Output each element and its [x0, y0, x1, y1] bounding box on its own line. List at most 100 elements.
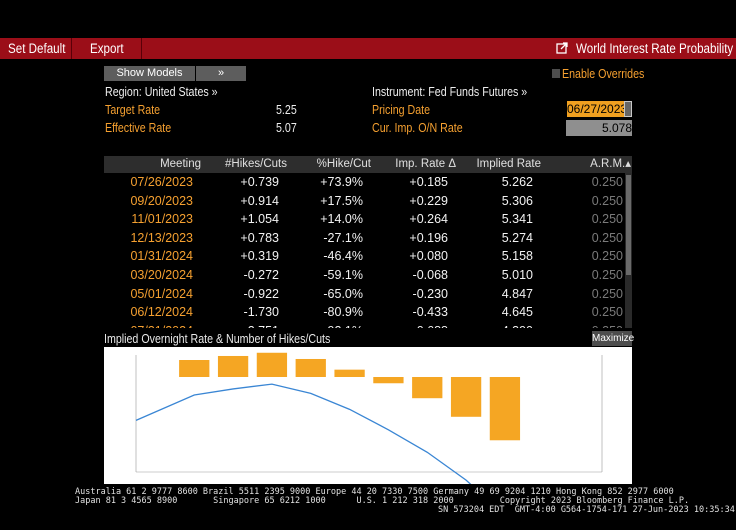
- target-rate-value: 5.25: [276, 102, 297, 117]
- table-cell: -2.751: [244, 322, 279, 328]
- hikes-bar: [217, 355, 249, 377]
- table-row[interactable]: 11/01/2023 +1.054 +14.0% +0.264 5.341 0.250: [104, 210, 624, 229]
- hikes-bar: [334, 369, 365, 377]
- export-button[interactable]: Export: [90, 41, 124, 56]
- table-cell: +0.264: [409, 212, 448, 227]
- table-row[interactable]: 07/26/2023 +0.739 +73.9% +0.185 5.262 0.250: [104, 173, 624, 192]
- hikes-bar: [256, 352, 288, 377]
- table-cell: 0.250: [591, 212, 623, 227]
- table-scrollbar[interactable]: [625, 173, 632, 328]
- table-cell: 07/31/2024: [130, 322, 193, 328]
- table-cell: -0.688: [413, 322, 448, 328]
- table-header: Meeting #Hikes/Cuts %Hike/Cut Imp. Rate Δ Im…: [104, 156, 632, 173]
- hikes-bar: [295, 358, 326, 377]
- table-cell: 12/13/2023: [130, 230, 193, 245]
- table-cell: -0.272: [243, 268, 279, 282]
- table-cell: 03/20/2024: [130, 268, 193, 282]
- cur-imp-rate-field: 5.078: [566, 120, 632, 136]
- column-header[interactable]: A.R.M.▴: [590, 158, 631, 170]
- maximize-button[interactable]: Maximize: [592, 331, 635, 346]
- region-selector[interactable]: Region: United States »: [105, 84, 218, 99]
- table-cell: -92.1%: [323, 322, 363, 328]
- table-cell: -27.1%: [323, 230, 363, 245]
- table-cell: -80.9%: [323, 305, 363, 320]
- table-cell: 05/01/2024: [130, 286, 193, 301]
- table-cell: +0.319: [240, 249, 279, 264]
- table-row[interactable]: 12/13/2023 +0.783 -27.1% +0.196 5.274 0.250: [104, 229, 624, 248]
- date-spinner[interactable]: [624, 101, 632, 117]
- table-cell: 11/01/2023: [131, 212, 193, 227]
- table-cell: 01/31/2024: [130, 249, 193, 264]
- table-cell: -46.4%: [323, 249, 363, 264]
- toolbar-divider: [71, 38, 72, 59]
- hikes-bar: [373, 377, 404, 384]
- table-row[interactable]: 03/20/2024 -0.272 -59.1% -0.068 5.010 0.250: [104, 266, 624, 285]
- table-cell: 0.250: [591, 230, 623, 245]
- table-cell: 0.250: [591, 286, 623, 301]
- table-cell: 0.250: [591, 175, 623, 189]
- effective-rate-label: Effective Rate: [105, 120, 172, 135]
- cur-imp-rate-label: Cur. Imp. O/N Rate: [372, 120, 463, 135]
- page-title: World Interest Rate Probability: [576, 41, 734, 56]
- table-cell: +14.0%: [320, 212, 363, 227]
- table-cell: 4.847: [501, 286, 533, 301]
- hikes-bar: [179, 360, 210, 377]
- spin-down-icon[interactable]: [625, 109, 631, 116]
- table-cell: +0.914: [240, 193, 279, 208]
- toolbar: Set Default Export World Interest Rate P…: [0, 38, 736, 59]
- column-header[interactable]: Implied Rate: [476, 158, 541, 170]
- scroll-thumb[interactable]: [626, 175, 631, 275]
- enable-overrides-label[interactable]: Enable Overrides: [562, 66, 645, 81]
- target-rate-label: Target Rate: [105, 102, 161, 117]
- table-cell: 4.645: [501, 305, 533, 320]
- table-row[interactable]: 06/12/2024 -1.730 -80.9% -0.433 4.645 0.250: [104, 303, 624, 322]
- table-cell: +73.9%: [320, 175, 363, 189]
- table-cell: +17.5%: [320, 193, 363, 208]
- table-cell: +0.739: [240, 175, 279, 189]
- show-models-button[interactable]: Show Models: [104, 66, 195, 81]
- implied-rate-line: [135, 383, 506, 516]
- implied-rate-chart: [135, 352, 603, 516]
- table-cell: 5.010: [501, 268, 533, 282]
- expand-models-button[interactable]: »: [196, 66, 246, 81]
- table-cell: 07/26/2023: [130, 175, 193, 189]
- spin-up-icon[interactable]: [625, 102, 631, 109]
- table-cell: 5.158: [501, 249, 533, 264]
- table-cell: 0.250: [591, 193, 623, 208]
- footer-session: SN 573204 EDT GMT-4:00 G564-1754-171 27-…: [438, 505, 735, 515]
- table-row[interactable]: 09/20/2023 +0.914 +17.5% +0.229 5.306 0.250: [104, 192, 624, 211]
- table-cell: +0.080: [409, 249, 448, 264]
- table-cell: -0.433: [412, 305, 448, 320]
- footer-contacts-1: Australia 61 2 9777 8600 Brazil 5511 239…: [75, 487, 674, 497]
- table-cell: 0.250: [591, 249, 623, 264]
- table-cell: 0.250: [591, 268, 623, 282]
- column-header[interactable]: %Hike/Cut: [316, 158, 371, 170]
- external-window-icon[interactable]: [556, 42, 568, 54]
- toolbar-divider: [141, 38, 142, 59]
- table-cell: 4.390: [502, 322, 533, 328]
- footer-contacts-2: Japan 81 3 4565 8900 Singapore 65 6212 1…: [75, 496, 690, 506]
- table-cell: 06/12/2024: [130, 305, 193, 320]
- table-cell: +0.185: [409, 175, 448, 189]
- table-cell: -65.0%: [323, 286, 363, 301]
- chart-title: Implied Overnight Rate & Number of Hikes…: [104, 331, 331, 346]
- column-header[interactable]: #Hikes/Cuts: [225, 158, 287, 170]
- table-cell: -0.068: [412, 268, 448, 282]
- meetings-table: Meeting #Hikes/Cuts %Hike/Cut Imp. Rate Δ Im…: [104, 156, 632, 328]
- table-cell: 5.306: [501, 193, 533, 208]
- table-row[interactable]: 07/31/2024 -2.751 -92.1% -0.688 4.390 0.250: [104, 322, 624, 328]
- table-cell: +0.783: [240, 230, 279, 245]
- column-header[interactable]: Meeting: [160, 158, 201, 170]
- table-cell: +1.054: [240, 212, 279, 227]
- effective-rate-value: 5.07: [276, 120, 297, 135]
- table-row[interactable]: 05/01/2024 -0.922 -65.0% -0.230 4.847 0.250: [104, 285, 624, 304]
- table-row[interactable]: 01/31/2024 +0.319 -46.4% +0.080 5.158 0.250: [104, 247, 624, 266]
- pricing-date-input[interactable]: 06/27/2023: [567, 101, 628, 117]
- table-cell: -59.1%: [323, 268, 363, 282]
- table-cell: 5.262: [501, 175, 533, 189]
- table-cell: +0.196: [409, 230, 448, 245]
- enable-overrides-checkbox[interactable]: [552, 69, 560, 78]
- column-header[interactable]: Imp. Rate Δ: [395, 158, 456, 170]
- instrument-selector[interactable]: Instrument: Fed Funds Futures »: [372, 84, 528, 99]
- set-default-button[interactable]: Set Default: [8, 41, 66, 56]
